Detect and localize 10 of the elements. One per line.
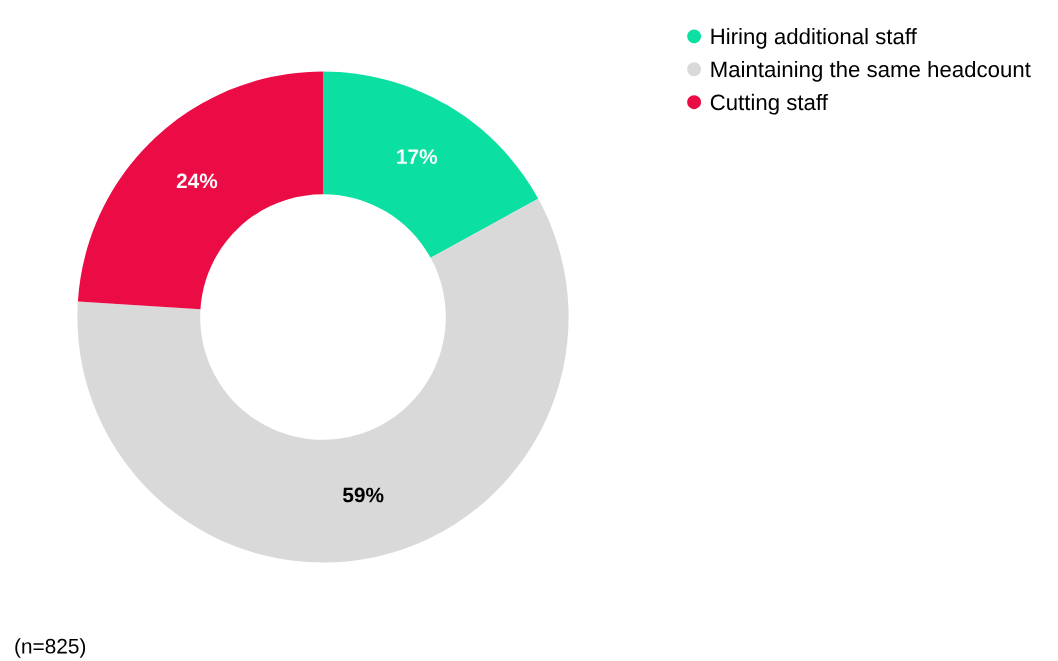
donut-slice xyxy=(77,198,569,563)
data-label: 59% xyxy=(342,487,384,503)
data-label: 24% xyxy=(176,173,218,189)
text: (n=825) xyxy=(15,638,86,658)
donut-slice xyxy=(77,71,323,310)
donut-slice xyxy=(323,71,539,258)
legend-label: Cutting staff xyxy=(710,93,828,115)
legend-label: Maintaining the same headcount xyxy=(711,60,1031,82)
data-label: 17% xyxy=(397,149,438,164)
legend-label: Hiring additional staff xyxy=(711,28,917,49)
